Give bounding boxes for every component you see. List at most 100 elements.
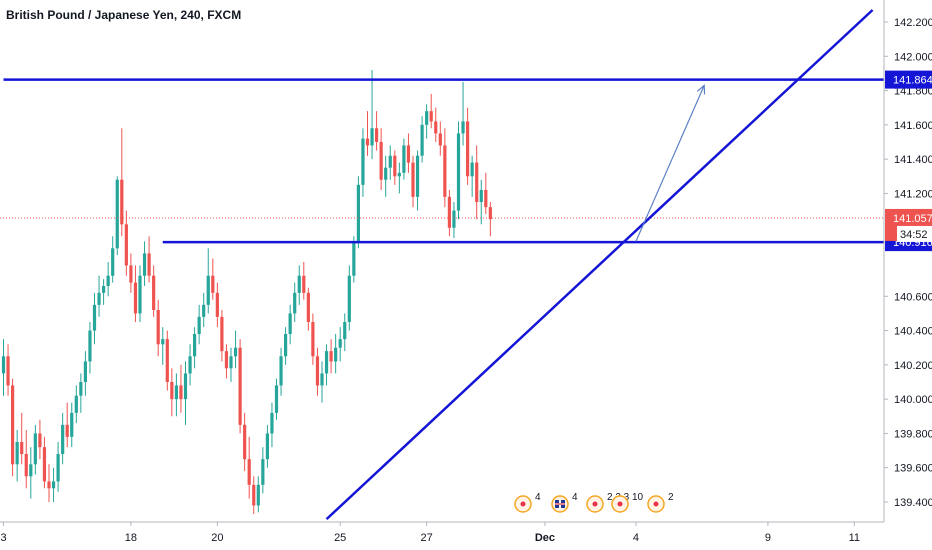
candle-body	[370, 128, 374, 146]
price-tick-label: 140.600	[894, 291, 932, 303]
candle-body	[224, 351, 229, 369]
candle-body	[388, 155, 392, 168]
candles[interactable]	[1, 70, 492, 514]
time-tick-label: 27	[421, 532, 433, 544]
event-dot-icon	[520, 501, 526, 507]
price-level-tag-label: 141.864	[893, 75, 932, 87]
candle-body	[356, 184, 360, 242]
candle-body	[338, 339, 342, 348]
candle-body	[438, 133, 442, 146]
time-tick-label: 11	[849, 532, 860, 544]
symbol-title[interactable]: British Pound / Japanese Yen, 240, FXCM	[6, 8, 242, 22]
candle-body	[206, 275, 210, 305]
candle-body	[361, 138, 365, 185]
candle-body	[197, 316, 201, 334]
candle-body	[215, 292, 219, 317]
candle-body	[406, 145, 411, 163]
projection-arrow[interactable]	[635, 85, 705, 242]
price-tick-label: 140.400	[894, 326, 932, 338]
candle-body	[324, 351, 329, 374]
candle-body	[329, 351, 333, 362]
candle-body	[129, 265, 133, 283]
candle-body	[56, 454, 60, 482]
candle-body	[211, 275, 215, 293]
candle-body	[484, 190, 488, 208]
economic-event-marker[interactable]: 2	[647, 492, 674, 513]
candle-body	[106, 275, 110, 286]
price-tick-label: 140.000	[894, 394, 932, 406]
candle-body	[61, 424, 65, 454]
candle-body	[247, 459, 251, 485]
candle-body	[120, 179, 124, 225]
candle-body	[33, 433, 37, 465]
price-tick-label: 141.600	[894, 120, 932, 132]
event-dot-icon	[653, 501, 659, 507]
candle-body	[47, 481, 51, 489]
candle-countdown: 34:52	[900, 229, 928, 241]
candle-body	[233, 347, 238, 357]
candle-body	[170, 382, 174, 400]
time-tick-label: Dec	[535, 532, 555, 544]
candle-body	[415, 155, 420, 197]
price-level-tag[interactable]	[885, 70, 932, 89]
event-count: 4	[535, 492, 541, 503]
candle-body	[293, 292, 297, 314]
trendline[interactable]	[325, 9, 874, 521]
candle-body	[347, 275, 351, 322]
candle-body	[479, 190, 483, 202]
candle-body	[279, 356, 283, 386]
candle-body	[243, 424, 247, 460]
candle-body	[393, 155, 397, 177]
candle-body	[447, 196, 451, 228]
candle-body	[29, 464, 33, 477]
candle-body	[461, 121, 465, 134]
last-price-tag-label: 141.057	[893, 213, 932, 225]
price-tick-label: 142.000	[894, 51, 932, 63]
event-count: 10	[632, 492, 644, 503]
economic-event-marker[interactable]: 10	[611, 492, 644, 513]
candle-body	[470, 162, 474, 177]
event-count: 4	[572, 492, 578, 503]
candle-body	[252, 484, 256, 506]
candle-body	[466, 121, 470, 177]
candle-body	[161, 339, 165, 345]
candle-body	[265, 433, 269, 460]
candle-body	[156, 310, 160, 345]
candle-body	[142, 253, 147, 276]
price-tick-label: 139.400	[894, 497, 932, 509]
price-tick-label: 142.200	[894, 17, 932, 29]
event-dot-icon	[592, 501, 598, 507]
candle-body	[334, 347, 338, 362]
drawings[interactable]	[0, 9, 884, 521]
candle-body	[456, 133, 461, 211]
candle-body	[165, 339, 169, 382]
candle-body	[24, 454, 28, 477]
candle-body	[306, 292, 310, 322]
candle-body	[256, 484, 260, 506]
candle-body	[188, 356, 192, 374]
candle-body	[402, 145, 406, 173]
time-tick-label: 4	[633, 532, 639, 544]
economic-event-marker[interactable]: 4	[551, 492, 578, 513]
candle-body	[193, 334, 197, 357]
candle-body	[397, 172, 401, 177]
candle-body	[288, 313, 292, 334]
candle-body	[379, 142, 383, 180]
candle-body	[384, 167, 388, 180]
candle-body	[202, 304, 206, 317]
candle-body	[15, 442, 19, 465]
candle-body	[42, 447, 47, 482]
candle-body	[488, 207, 492, 220]
economic-event-marker[interactable]: 4	[514, 492, 541, 513]
candle-body	[79, 382, 83, 396]
candle-body	[92, 304, 97, 331]
candle-body	[434, 121, 438, 134]
price-tick-label: 140.200	[894, 360, 932, 372]
time-tick-label: 3	[0, 532, 6, 544]
candle-body	[1, 356, 6, 374]
candle-body	[152, 275, 156, 310]
